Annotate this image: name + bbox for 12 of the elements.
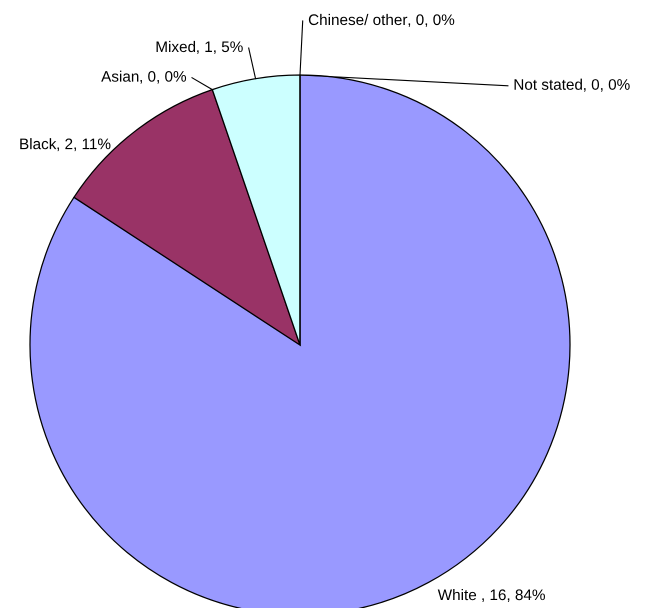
text: , 0, 0% [408, 14, 454, 27]
slice-label: Mixed [156, 40, 196, 52]
text: , 0, 0% [584, 79, 630, 92]
slice-label: Black [20, 138, 56, 150]
slice-label: White [438, 588, 476, 600]
category-label: Asian [101, 70, 138, 82]
text: , 0, 0% [140, 70, 186, 84]
category-label: Not stated [514, 78, 582, 90]
data-label: , 1, 5% [197, 41, 243, 54]
category-label: Chinese/ other [308, 14, 408, 26]
data-label: , 2, 11% [57, 138, 110, 152]
data-label: , 16, 84% [482, 589, 545, 602]
